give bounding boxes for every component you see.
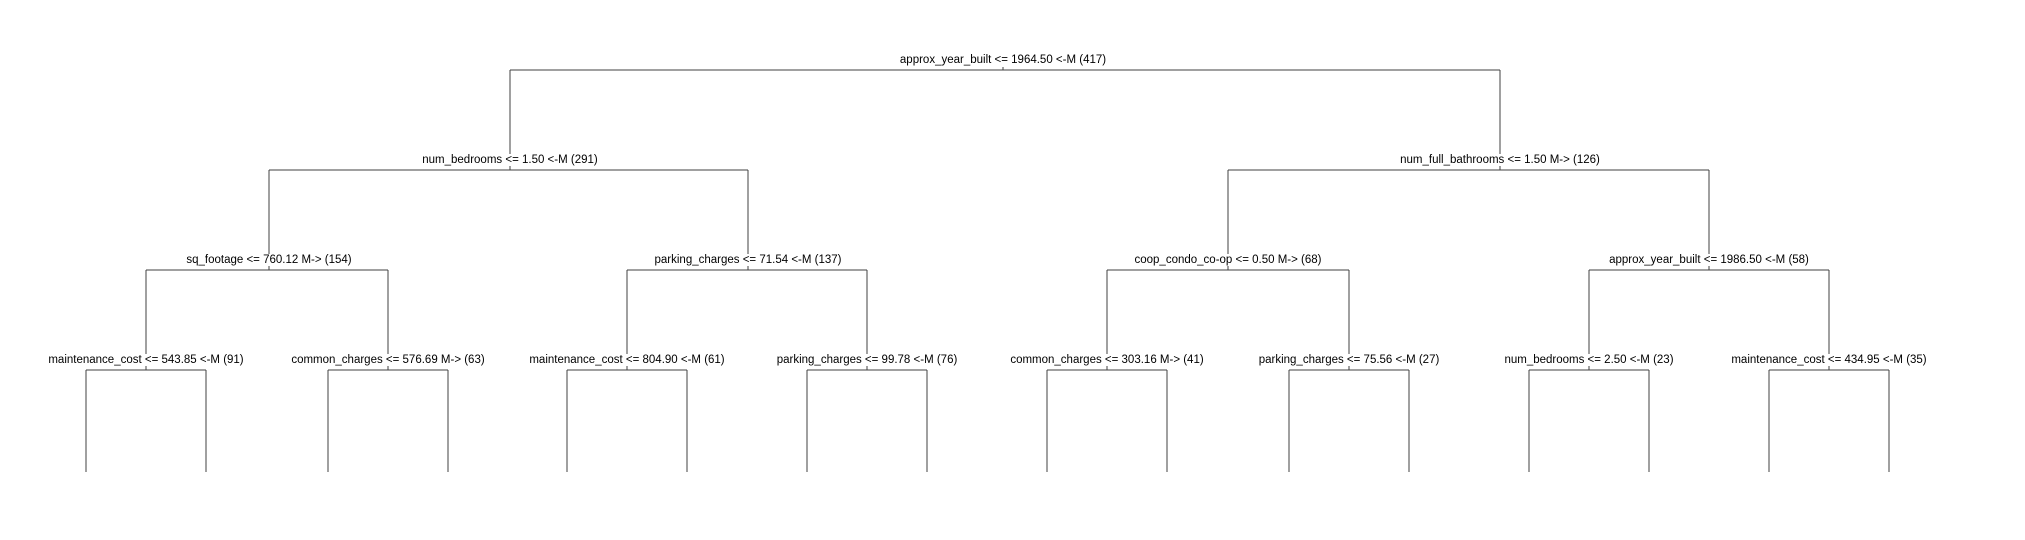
node-label-bg-n1 (420, 154, 600, 166)
node-label-n11: common_charges <= 303.16 M-> (41) (1010, 354, 1204, 366)
node-label-n0: approx_year_built <= 1964.50 <-M (417) (900, 54, 1106, 66)
tree-node-labels: approx_year_built <= 1964.50 <-M (417) nu… (46, 54, 1929, 366)
node-label-bg-n13 (1502, 354, 1676, 366)
node-label-n5: coop_condo_co-op <= 0.50 M-> (68) (1135, 254, 1322, 266)
node-label-bg-n2 (1398, 154, 1603, 166)
node-label-bg-n10 (774, 354, 960, 366)
node-label-n8: common_charges <= 576.69 M-> (63) (291, 354, 485, 366)
node-label-n3: sq_footage <= 760.12 M-> (154) (186, 254, 351, 266)
node-label-bg-n0 (897, 54, 1109, 66)
node-label-n9: maintenance_cost <= 804.90 <-M (61) (529, 354, 724, 366)
node-label-n4: parking_charges <= 71.54 <-M (137) (655, 254, 842, 266)
node-label-bg-n4 (652, 254, 844, 266)
node-label-n12: parking_charges <= 75.56 <-M (27) (1259, 354, 1440, 366)
node-label-bg-n8 (289, 354, 487, 366)
node-label-bg-n11 (1008, 354, 1206, 366)
node-label-n6: approx_year_built <= 1986.50 <-M (58) (1609, 254, 1809, 266)
node-label-n13: num_bedrooms <= 2.50 <-M (23) (1504, 354, 1673, 366)
node-label-bg-n9 (527, 354, 727, 366)
node-label-bg-n5 (1132, 254, 1324, 266)
node-label-n10: parking_charges <= 99.78 <-M (76) (777, 354, 958, 366)
node-label-bg-n6 (1607, 254, 1812, 266)
node-label-bg-n14 (1729, 354, 1929, 366)
node-label-n14: maintenance_cost <= 434.95 <-M (35) (1731, 354, 1926, 366)
node-label-bg-n7 (46, 354, 246, 366)
node-label-n7: maintenance_cost <= 543.85 <-M (91) (48, 354, 243, 366)
node-label-bg-n12 (1256, 354, 1442, 366)
node-label-n1: num_bedrooms <= 1.50 <-M (291) (422, 154, 598, 166)
node-label-n2: num_full_bathrooms <= 1.50 M-> (126) (1400, 154, 1600, 166)
node-label-bg-n3 (184, 254, 354, 266)
tree-edges (85, 67, 1890, 472)
